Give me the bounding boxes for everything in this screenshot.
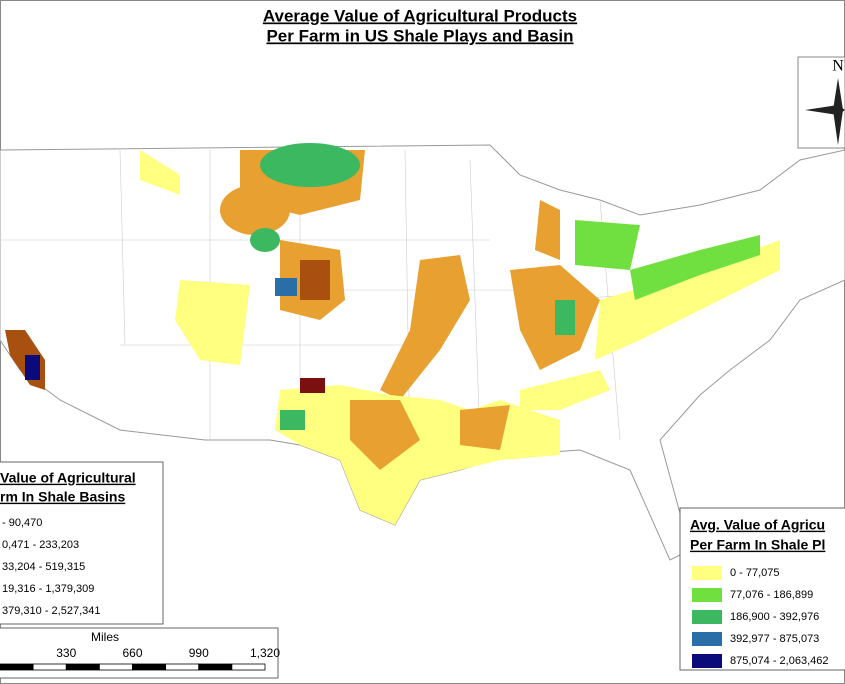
legend-basins-box	[0, 461, 164, 625]
title-line: Per Farm in US Shale Plays and Basin	[266, 26, 573, 45]
scale-segment	[165, 663, 200, 671]
scale-unit: Miles	[91, 630, 119, 644]
legend-label: 0,471 - 233,203	[2, 539, 79, 551]
legend-title: Avg. Value of Agricu	[690, 517, 825, 533]
legend-title: rm In Shale Basins	[0, 489, 125, 505]
legend-swatch	[692, 632, 722, 646]
scale-segment	[198, 663, 233, 671]
title-line: Average Value of Agricultural Products	[263, 6, 577, 25]
north-label: N	[832, 58, 844, 75]
scale-segment	[65, 663, 100, 671]
scale-label: 1,320	[250, 646, 280, 660]
scale-bar: 330 660 990 1,320	[0, 646, 280, 671]
legend-label: 875,074 - 2,063,462	[730, 655, 828, 667]
legend-label: 19,316 - 1,379,309	[2, 583, 94, 595]
legend-basins: - 90,470 0,471 - 233,203 33,204 - 519,315 1…	[2, 517, 100, 617]
scale-label: 330	[56, 646, 76, 660]
legend-plays: 0 - 77,075 77,076 - 186,899 186,900 - 392,…	[692, 566, 828, 668]
scale-label: 990	[189, 646, 209, 660]
scale-label: 660	[122, 646, 142, 660]
scale-segment	[98, 663, 133, 671]
legend-swatch	[692, 566, 722, 580]
legend-title: Per Farm In Shale Pl	[690, 537, 825, 553]
scale-segment	[132, 663, 167, 671]
north-arrow: N	[797, 56, 845, 149]
legend-label: 392,977 - 875,073	[730, 633, 819, 645]
scale-segment	[231, 663, 266, 671]
legend-label: 186,900 - 392,976	[730, 611, 819, 623]
legend-swatch	[692, 588, 722, 602]
scale-segment	[0, 663, 34, 671]
shale-areas	[5, 143, 780, 525]
legend-label: 379,310 - 2,527,341	[2, 605, 100, 617]
legend-swatch	[692, 654, 722, 668]
legend-label: 77,076 - 186,899	[730, 589, 813, 601]
legend-title: Value of Agricultural	[0, 470, 136, 486]
legend-label: 33,204 - 519,315	[2, 561, 85, 573]
legend-label: 0 - 77,075	[730, 567, 780, 579]
scale-segment	[32, 663, 67, 671]
legend-label: - 90,470	[2, 517, 42, 529]
legend-swatch	[692, 610, 722, 624]
